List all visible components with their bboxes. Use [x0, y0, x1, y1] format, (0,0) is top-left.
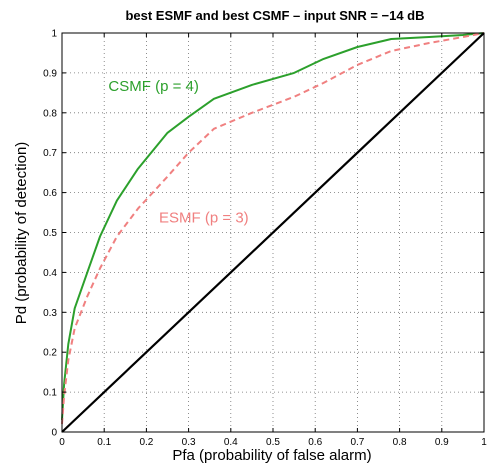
csmf-series-line [61, 32, 485, 421]
y-tick-label: 0.5 [43, 228, 57, 239]
x-tick-label: 0.6 [308, 437, 322, 448]
series-annotation: CSMF (p = 4) [108, 78, 198, 95]
x-tick-label: 0.8 [393, 437, 407, 448]
x-tick-label: 0 [59, 437, 65, 448]
x-tick-label: 0.2 [139, 437, 153, 448]
y-tick-label: 0.7 [43, 148, 57, 159]
y-tick-label: 0.4 [43, 268, 57, 279]
y-tick-label: 0.6 [43, 188, 57, 199]
chance-series-line [61, 32, 485, 433]
x-tick-label: 0.3 [182, 437, 196, 448]
y-axis-label: Pd (probability of detection) [13, 142, 30, 325]
x-tick-label: 0.9 [435, 437, 449, 448]
y-tick-label: 0 [51, 428, 57, 439]
y-tick-label: 0.2 [43, 348, 57, 359]
y-tick-label: 0.9 [43, 68, 57, 79]
x-axis-label: Pfa (probability of false alarm) [172, 447, 371, 464]
grid [62, 33, 484, 432]
series-group [61, 32, 485, 433]
series-annotation: ESMF (p = 3) [159, 210, 249, 227]
y-tick-label: 0.8 [43, 108, 57, 119]
x-tick-label: 0.7 [350, 437, 364, 448]
annotations: CSMF (p = 4) ESMF (p = 3) [108, 78, 248, 227]
ticks: 0 0.1 0.2 0.3 0.4 0.5 0.6 0.7 0.8 0.9 1 0 0.1 0.2 0.3 0… [43, 29, 487, 449]
chart-title: best ESMF and best CSMF – input SNR = −1… [125, 8, 424, 23]
y-tick-label: 0.3 [43, 308, 57, 319]
y-tick-label: 0.1 [43, 388, 57, 399]
x-tick-label: 1 [481, 437, 487, 448]
x-tick-label: 0.4 [224, 437, 238, 448]
x-tick-label: 0.5 [266, 437, 280, 448]
x-tick-label: 0.1 [97, 437, 111, 448]
y-tick-label: 1 [51, 29, 57, 40]
